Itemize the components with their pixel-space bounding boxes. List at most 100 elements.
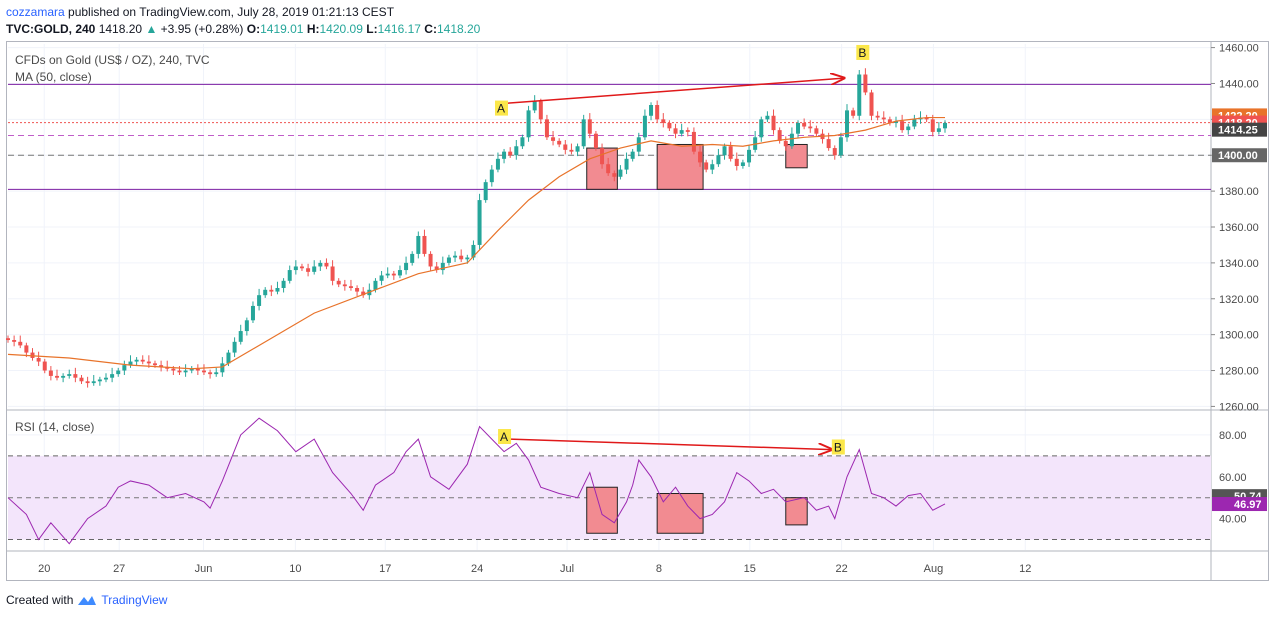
- candle-body: [6, 338, 10, 341]
- candle-body: [606, 164, 611, 174]
- rsi-divergence-arrow: [510, 438, 832, 449]
- candle-body: [789, 133, 794, 147]
- candle-body: [128, 361, 133, 366]
- rsi-point-label-bg: [498, 429, 512, 445]
- candle-body: [214, 372, 219, 375]
- rsi-highlight-box: [586, 486, 618, 534]
- symbol-line: TVC:GOLD, 240: [6, 22, 96, 36]
- candle-body: [679, 130, 684, 134]
- candle-body: [226, 352, 231, 364]
- candle-body: [875, 115, 880, 118]
- publish-line: cozzamara published on TradingView.com, …: [6, 4, 480, 21]
- candle-body: [97, 379, 102, 382]
- candle-body: [630, 151, 635, 159]
- candle-body: [177, 370, 182, 373]
- candle-body: [943, 122, 947, 129]
- candle-body: [887, 119, 892, 123]
- close-label: C:: [424, 22, 437, 36]
- candle-body: [881, 117, 886, 120]
- candle-body: [220, 363, 225, 373]
- price-label-bg: [1212, 122, 1267, 137]
- candle-body: [704, 162, 709, 170]
- candle-body: [355, 288, 360, 292]
- candle-body: [771, 115, 776, 131]
- candle-body: [134, 359, 139, 362]
- candle-body: [581, 119, 586, 147]
- highlight-box: [785, 143, 808, 169]
- highlight-box: [656, 143, 704, 190]
- candle-body: [257, 295, 262, 306]
- candle-body: [851, 110, 856, 116]
- candle-body: [208, 372, 213, 375]
- candle-body: [422, 235, 427, 254]
- candle-body: [740, 162, 745, 166]
- candle-body: [373, 280, 378, 290]
- candle-body: [122, 365, 127, 371]
- rsi-axis-tick: 40.00: [1219, 514, 1247, 526]
- author-link[interactable]: cozzamara: [6, 5, 65, 19]
- tradingview-link[interactable]: TradingView: [101, 593, 168, 607]
- candle-body: [410, 253, 415, 263]
- candle-body: [183, 370, 188, 373]
- candle-body: [299, 266, 304, 269]
- chart-header: cozzamara published on TradingView.com, …: [6, 4, 480, 38]
- candle-body: [238, 331, 243, 342]
- price-point-label-bg: [856, 44, 870, 60]
- candle-body: [79, 377, 84, 382]
- candle-body: [67, 374, 72, 376]
- price-axis-tick: 1280.00: [1219, 366, 1259, 378]
- time-axis-tick: 22: [835, 563, 847, 575]
- price-point-label: B: [858, 46, 866, 60]
- candle-body: [587, 119, 592, 134]
- candle-body: [416, 235, 421, 254]
- candle-body: [912, 119, 917, 127]
- candle-body: [477, 200, 482, 245]
- candle-body: [722, 146, 727, 156]
- published-text: published on TradingView.com, July 28, 2…: [68, 5, 395, 19]
- candle-body: [532, 101, 537, 111]
- candle-body: [459, 255, 464, 260]
- candle-body: [385, 273, 390, 276]
- last-price: 1418.20: [98, 22, 143, 36]
- candle-body: [171, 368, 176, 371]
- candle-body: [232, 341, 237, 353]
- candle-body: [691, 131, 696, 152]
- candle-body: [152, 363, 157, 366]
- candle-body: [808, 126, 813, 129]
- candle-body: [116, 370, 121, 375]
- candle-body: [710, 164, 715, 170]
- time-axis-tick: 15: [744, 563, 756, 575]
- change-up-icon: ▲: [145, 22, 158, 36]
- candle-body: [336, 280, 341, 285]
- ma-line: [7, 116, 945, 370]
- candle-body: [91, 381, 96, 384]
- candle-body: [667, 122, 672, 129]
- candle-body: [48, 370, 53, 376]
- price-change: +3.95 (+0.28%): [160, 22, 244, 36]
- open-value: 1419.01: [260, 22, 304, 36]
- candle-body: [826, 139, 831, 149]
- candle-body: [685, 130, 690, 132]
- candle-body: [894, 121, 899, 123]
- candle-body: [563, 144, 568, 150]
- high-value: 1420.09: [319, 22, 363, 36]
- chart-frame[interactable]: [6, 41, 1269, 581]
- candle-body: [54, 375, 59, 378]
- candle-body: [404, 262, 409, 271]
- rsi-label-bg: [1212, 497, 1267, 512]
- candle-body: [428, 253, 433, 267]
- ohlc-line: TVC:GOLD, 240 1418.20 ▲ +3.95 (+0.28%) O…: [6, 21, 480, 38]
- time-axis-tick: 17: [379, 563, 391, 575]
- candle-body: [110, 374, 115, 378]
- candle-body: [483, 182, 488, 201]
- time-axis-tick: Jun: [195, 563, 213, 575]
- candle-body: [140, 359, 145, 362]
- candle-body: [146, 361, 151, 364]
- candle-body: [42, 361, 47, 371]
- candle-body: [465, 257, 470, 260]
- time-axis-tick: 24: [471, 563, 483, 575]
- time-axis-tick: Jul: [560, 563, 574, 575]
- candle-body: [906, 126, 911, 131]
- time-axis-tick: 8: [656, 563, 662, 575]
